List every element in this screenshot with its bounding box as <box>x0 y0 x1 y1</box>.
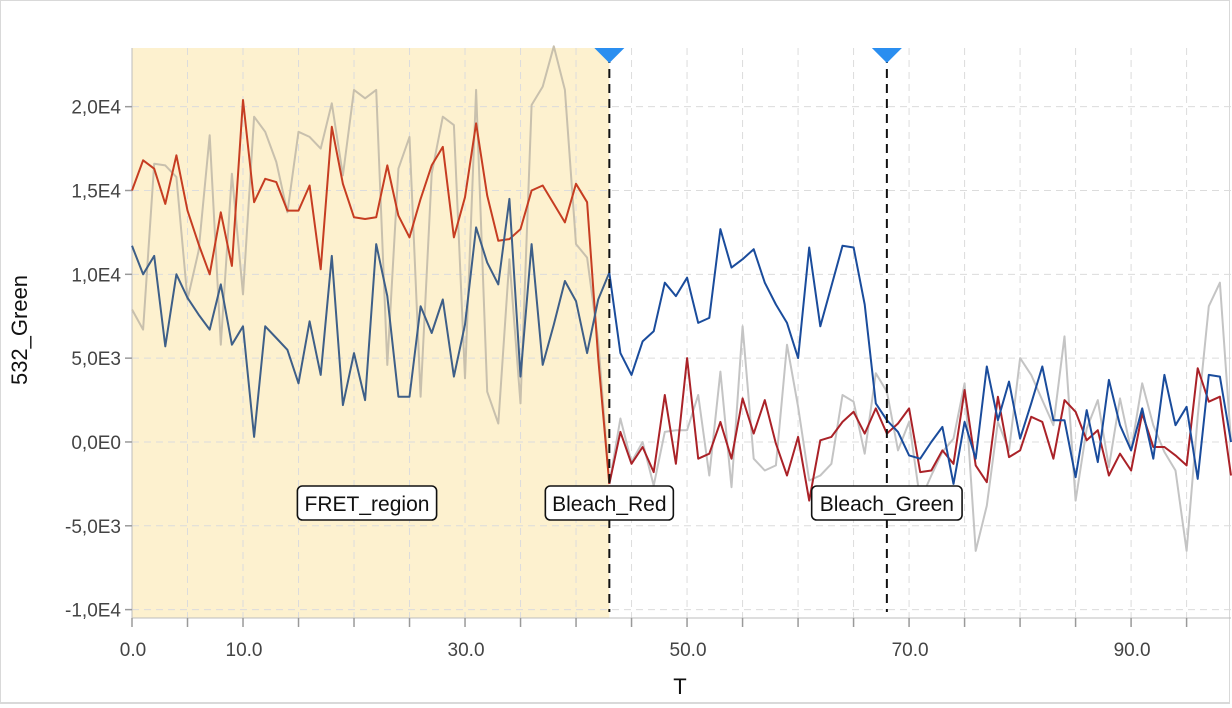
y-tick-label: 5,0E3 <box>71 349 121 370</box>
x-axis-label: T <box>673 674 686 699</box>
marker-handle <box>871 48 902 63</box>
axes: 2,0E4 1,5E4 1,0E4 5,0E3 0,0E0 -5,0E3 -1,0E4 0.0… <box>65 48 1231 661</box>
y-tick-label: 1,0E4 <box>71 265 121 286</box>
fret-region-box <box>296 485 438 521</box>
y-tick-label: 1,5E4 <box>71 182 121 203</box>
marker-layer: FRET_region Bleach_Red Bleach_Green <box>296 48 963 612</box>
y-tick-label: 2,0E4 <box>71 98 121 119</box>
x-tick-label: 50.0 <box>670 640 707 661</box>
bleach-red-label: Bleach_Red <box>552 493 666 516</box>
series-line-2-pre-bleach <box>131 99 611 484</box>
y-tick-label: 0,0E0 <box>71 433 121 454</box>
bleach-green-label: Bleach_Green <box>820 493 954 516</box>
y-tick-label: -1,0E4 <box>65 601 121 622</box>
y-axis-label: 532_Green <box>7 275 32 385</box>
x-tick-label: 0.0 <box>120 640 146 661</box>
series-line-2-post-bleach <box>608 357 1232 502</box>
fret-region-label: FRET_region <box>305 493 430 516</box>
x-tick-label: 30.0 <box>448 640 485 661</box>
marker-handle <box>594 48 625 63</box>
bleach-red-box <box>544 485 675 521</box>
series-line-1-pre-bleach <box>131 45 611 484</box>
series-layer <box>131 45 1232 552</box>
series-line-3-post-bleach <box>608 228 1232 485</box>
x-tick-label: 10.0 <box>226 640 263 661</box>
x-tick-label: 70.0 <box>892 640 929 661</box>
bleach-green-box <box>810 485 963 521</box>
x-tick-label: 90.0 <box>1114 640 1151 661</box>
y-tick-label: -5,0E3 <box>65 517 121 538</box>
series-line-3-pre-bleach <box>131 197 611 438</box>
